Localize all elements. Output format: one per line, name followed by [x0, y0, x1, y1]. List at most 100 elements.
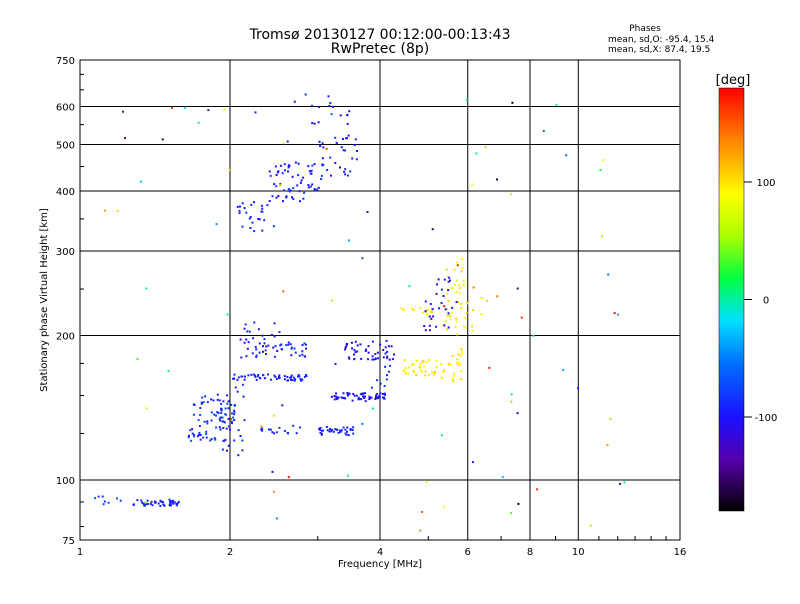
data-point — [289, 189, 292, 192]
data-point — [352, 392, 355, 395]
data-point — [124, 137, 126, 140]
data-point — [274, 375, 277, 378]
data-point — [276, 350, 279, 352]
data-point — [452, 374, 455, 377]
data-point — [171, 501, 174, 504]
data-point — [353, 353, 355, 356]
data-point — [177, 500, 180, 503]
data-point — [354, 138, 357, 141]
data-point — [347, 394, 350, 397]
data-point — [297, 174, 300, 177]
data-point — [281, 172, 284, 175]
x-axis-label: Frequency [MHz] — [338, 559, 422, 570]
data-point — [240, 356, 243, 359]
data-point — [334, 362, 337, 365]
data-point — [428, 329, 431, 332]
data-point — [403, 368, 405, 371]
data-point — [386, 350, 389, 353]
y-tick-label: 600 — [56, 103, 75, 114]
data-point — [287, 476, 290, 479]
data-point — [413, 371, 416, 374]
data-point — [193, 435, 196, 438]
data-point — [342, 392, 345, 395]
data-point — [510, 193, 513, 196]
data-point — [287, 343, 290, 346]
data-point — [410, 307, 413, 310]
data-point — [136, 499, 139, 502]
data-point — [268, 200, 271, 202]
data-point — [385, 339, 388, 342]
data-point — [233, 404, 236, 407]
data-point — [453, 372, 456, 375]
data-point — [418, 366, 421, 369]
data-point — [299, 378, 302, 381]
data-point — [254, 374, 256, 377]
data-point — [263, 338, 266, 341]
data-point — [243, 341, 246, 344]
data-point — [329, 156, 332, 159]
data-point — [252, 337, 255, 340]
data-point — [257, 374, 260, 376]
data-point — [402, 370, 405, 372]
data-point — [471, 330, 474, 332]
data-point — [297, 374, 300, 376]
data-point — [357, 396, 360, 399]
data-point — [351, 429, 354, 431]
data-point — [455, 301, 458, 303]
data-point — [346, 474, 349, 477]
plot-frame — [79, 59, 681, 541]
data-point — [427, 308, 430, 311]
data-point — [367, 345, 370, 348]
data-point — [255, 379, 258, 381]
data-point — [356, 350, 359, 353]
data-point — [287, 341, 290, 344]
data-point — [215, 414, 218, 417]
data-point — [367, 358, 369, 361]
data-point — [229, 417, 232, 420]
data-point — [431, 308, 434, 311]
data-point — [372, 407, 374, 410]
data-point — [242, 395, 245, 398]
data-point — [456, 264, 459, 267]
data-point — [233, 410, 236, 413]
data-point — [168, 504, 171, 507]
data-point — [168, 498, 171, 501]
data-point — [325, 147, 328, 150]
data-point — [221, 420, 224, 423]
data-point — [274, 345, 277, 348]
data-point — [287, 166, 290, 169]
data-point — [146, 499, 149, 502]
data-point — [206, 401, 209, 403]
data-point — [462, 325, 465, 328]
data-point — [347, 434, 350, 437]
data-point — [425, 361, 428, 364]
data-point — [253, 201, 255, 204]
data-point — [261, 427, 264, 430]
data-point — [149, 502, 152, 505]
data-point — [241, 439, 244, 442]
data-point — [460, 348, 463, 350]
data-point — [244, 375, 246, 378]
data-point — [431, 371, 434, 374]
x-tick-label: 6 — [465, 547, 471, 558]
data-point — [475, 152, 478, 155]
data-point — [301, 378, 304, 381]
data-point — [191, 428, 194, 431]
data-point — [339, 166, 341, 169]
data-point — [173, 501, 176, 504]
data-point — [460, 378, 463, 381]
data-point — [201, 396, 204, 399]
data-point — [421, 510, 423, 513]
data-point — [216, 398, 219, 401]
data-point — [436, 283, 438, 286]
data-point — [285, 195, 288, 198]
data-point — [335, 428, 338, 431]
data-point — [420, 371, 423, 374]
data-point — [251, 221, 254, 224]
data-point — [292, 197, 295, 200]
data-point — [283, 189, 286, 192]
data-point — [159, 499, 162, 502]
data-point — [303, 191, 306, 194]
data-point — [462, 279, 465, 282]
data-point — [362, 395, 364, 398]
